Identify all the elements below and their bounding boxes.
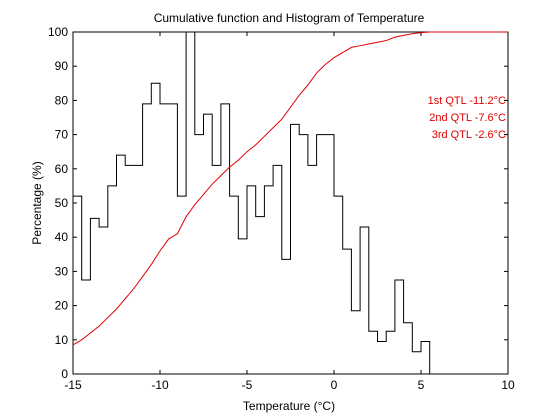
chart-title: Cumulative function and Histogram of Tem… — [154, 11, 425, 25]
y-tick-label-0: 0 — [61, 367, 68, 381]
x-tick-label-0: -15 — [64, 378, 82, 392]
quantile-annotation-1: 1st QTL -11.2°C — [428, 95, 506, 107]
x-tick-label-5: 10 — [501, 378, 515, 392]
y-tick-label-6: 60 — [55, 162, 69, 176]
y-tick-label-9: 90 — [55, 59, 69, 73]
y-tick-label-2: 20 — [55, 299, 69, 313]
histogram-series — [73, 31, 439, 375]
quantile-annotation-3: 3rd QTL -2.6°C — [432, 129, 506, 141]
y-tick-label-10: 100 — [48, 25, 68, 39]
y-tick-label-3: 30 — [55, 264, 69, 278]
x-tick-label-3: 0 — [331, 378, 338, 392]
y-axis-title: Percentage (%) — [30, 161, 44, 244]
y-tick-label-8: 80 — [55, 93, 69, 107]
x-tick-label-2: -5 — [242, 378, 253, 392]
x-axis-title: Temperature (°C) — [243, 399, 335, 413]
y-tick-label-5: 50 — [55, 196, 69, 210]
x-tick-label-4: 5 — [418, 378, 425, 392]
y-tick-label-1: 10 — [55, 333, 69, 347]
y-tick-label-7: 70 — [55, 128, 69, 142]
x-tick-label-1: -10 — [151, 378, 169, 392]
cumulative-series — [72, 31, 508, 346]
y-tick-label-4: 40 — [55, 230, 69, 244]
quantile-annotation-2: 2nd QTL -7.6°C — [429, 112, 506, 124]
